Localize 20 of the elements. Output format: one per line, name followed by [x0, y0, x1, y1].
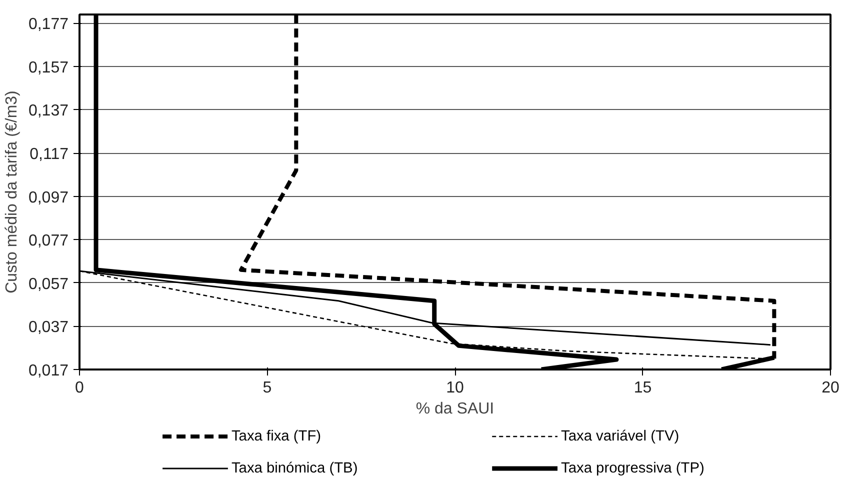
x-axis-title: % da SAUI [416, 400, 494, 418]
x-tick-label: 0 [75, 380, 84, 396]
legend-label: Taxa progressiva (TP) [561, 460, 704, 476]
legend-label: Taxa fixa (TF) [231, 428, 322, 444]
y-tick-label: 0,137 [28, 102, 69, 120]
x-tick-label: 15 [634, 380, 652, 396]
x-tick-label: 20 [822, 380, 840, 396]
y-tick-label: 0,157 [28, 59, 69, 76]
y-tick-label: 0,117 [30, 146, 69, 164]
y-tick-label: 0,057 [28, 276, 69, 293]
y-tick-label: 0,017 [28, 362, 69, 380]
y-tick-label: 0,177 [28, 16, 69, 34]
legend-label: Taxa variável (TV) [561, 428, 680, 444]
x-tick-label: 10 [446, 380, 464, 396]
x-tick-label: 5 [262, 380, 272, 396]
y-tick-label: 0,037 [28, 319, 69, 336]
legend-label: Taxa binómica (TB) [231, 460, 358, 476]
y-tick-label: 0,097 [28, 189, 69, 206]
y-axis-title: Custo médio da tarifa (€/m3) [3, 90, 20, 294]
y-tick-label: 0,077 [28, 232, 69, 250]
